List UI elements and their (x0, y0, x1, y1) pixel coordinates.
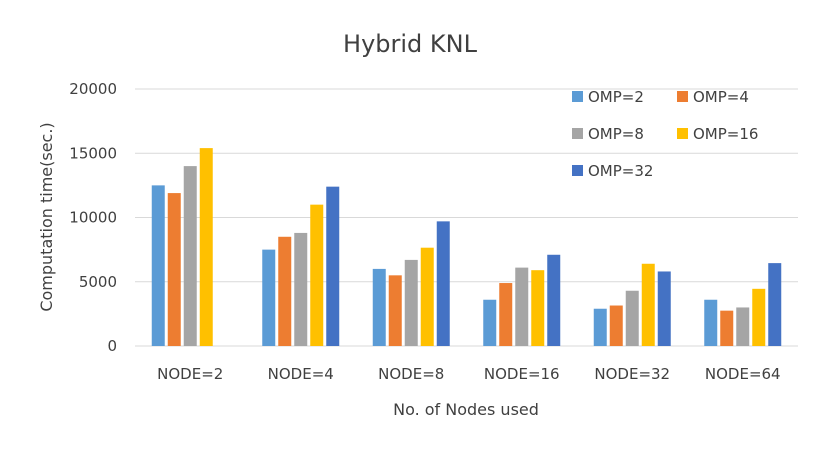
bar-omp-32-node-64 (768, 263, 782, 346)
bar-omp-4-node-8 (388, 275, 402, 346)
bar-omp-2-node-32 (593, 308, 607, 346)
y-axis-title: Computation time(sec.) (37, 122, 56, 311)
bar-omp-16-node-16 (531, 270, 545, 346)
legend-swatch (677, 91, 688, 102)
legend: OMP=2 OMP=4 OMP=8 OMP=16 OMP=32 (572, 88, 758, 180)
bars (151, 148, 782, 346)
legend-swatch (572, 91, 583, 102)
x-axis-title: No. of Nodes used (393, 400, 539, 419)
y-tick-label: 15000 (69, 144, 117, 162)
bar-omp-2-node-2 (151, 185, 165, 346)
legend-label: OMP=16 (693, 125, 758, 143)
x-tick-label: NODE=2 (157, 365, 223, 383)
x-tick-label: NODE=4 (268, 365, 334, 383)
bar-omp-2-node-64 (704, 299, 718, 346)
bar-omp-16-node-64 (752, 288, 766, 346)
legend-swatch (572, 128, 583, 139)
x-axis-ticks: NODE=2 NODE=4 NODE=8 NODE=16 NODE=32 NODE=64 (157, 365, 780, 383)
y-tick-label: 0 (107, 337, 117, 355)
bar-omp-8-node-8 (404, 259, 418, 346)
y-axis-ticks: 0 5000 10000 15000 20000 (69, 80, 117, 355)
bar-omp-32-node-16 (547, 254, 561, 346)
bar-omp-8-node-4 (294, 232, 308, 346)
bar-omp-32-node-4 (326, 186, 340, 346)
legend-label: OMP=4 (693, 88, 749, 106)
y-tick-label: 20000 (69, 80, 117, 98)
legend-swatch (572, 165, 583, 176)
legend-swatch (677, 128, 688, 139)
bar-omp-16-node-2 (199, 148, 213, 346)
bar-omp-8-node-2 (183, 166, 197, 346)
bar-omp-4-node-4 (278, 236, 292, 346)
gridlines (135, 88, 798, 347)
bar-omp-8-node-16 (515, 267, 529, 346)
legend-label: OMP=8 (588, 125, 644, 143)
x-tick-label: NODE=64 (705, 365, 781, 383)
bar-omp-16-node-32 (641, 263, 655, 346)
legend-label: OMP=2 (588, 88, 644, 106)
y-tick-label: 10000 (69, 209, 117, 227)
bar-omp-2-node-4 (262, 249, 276, 346)
bar-omp-16-node-4 (310, 204, 324, 346)
bar-omp-4-node-2 (167, 193, 181, 346)
bar-omp-32-node-32 (657, 271, 671, 346)
bar-omp-8-node-32 (625, 290, 639, 346)
chart-title: Hybrid KNL (343, 30, 478, 58)
legend-label: OMP=32 (588, 162, 653, 180)
bar-omp-4-node-64 (720, 310, 734, 346)
bar-omp-32-node-8 (436, 221, 450, 346)
x-tick-label: NODE=32 (594, 365, 670, 383)
bar-omp-4-node-32 (609, 305, 623, 346)
bar-omp-8-node-64 (736, 307, 750, 346)
bar-omp-2-node-8 (372, 268, 386, 346)
bar-omp-2-node-16 (483, 299, 497, 346)
x-tick-label: NODE=16 (484, 365, 560, 383)
bar-omp-16-node-8 (420, 247, 434, 346)
bar-omp-4-node-16 (499, 283, 513, 346)
y-tick-label: 5000 (79, 273, 117, 291)
x-tick-label: NODE=8 (378, 365, 444, 383)
